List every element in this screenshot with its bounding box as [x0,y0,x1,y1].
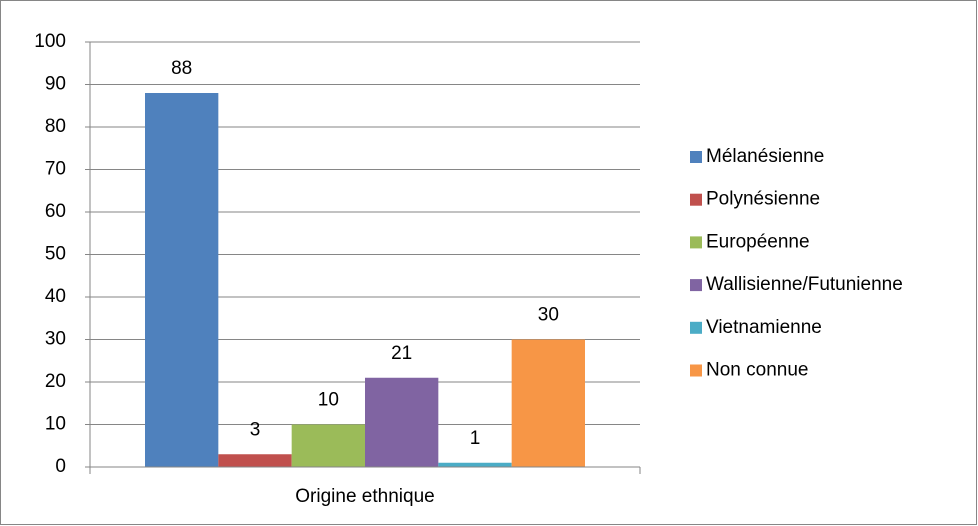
y-tick-label: 70 [45,159,66,180]
bar [145,93,219,467]
legend-label: Vietnamienne [706,317,822,338]
legend-label: Non connue [706,360,808,381]
data-label: 3 [250,419,261,440]
y-tick-label: 20 [45,371,66,392]
y-tick-label: 100 [34,31,66,52]
x-tick-label: Origine ethnique [295,486,434,507]
data-label: 1 [470,428,481,449]
legend-label: Européenne [706,231,810,252]
data-label: 88 [171,58,192,79]
y-tick-label: 80 [45,116,66,137]
bar [365,377,439,467]
bar [291,424,365,467]
y-tick-label: 0 [55,456,66,477]
y-tick-label: 60 [45,201,66,222]
legend-swatch [690,151,702,163]
y-tick-label: 90 [45,74,66,95]
data-label: 21 [391,343,412,364]
legend-label: Wallisienne/Futunienne [706,274,903,295]
y-tick-label: 40 [45,286,66,307]
data-label: 30 [538,305,559,326]
y-tick-label: 30 [45,329,66,350]
y-tick-label: 10 [45,414,66,435]
legend-swatch [690,236,702,249]
legend-swatch [690,321,702,334]
legend-label: Polynésienne [706,189,820,210]
legend-swatch [690,364,702,377]
legend-label: Mélanésienne [706,146,824,167]
bar [218,454,292,467]
bar [511,339,585,467]
bar [438,462,512,467]
legend-swatch [690,279,702,292]
y-tick-label: 50 [45,244,66,265]
legend-swatch [690,193,702,206]
data-label: 10 [318,390,339,411]
